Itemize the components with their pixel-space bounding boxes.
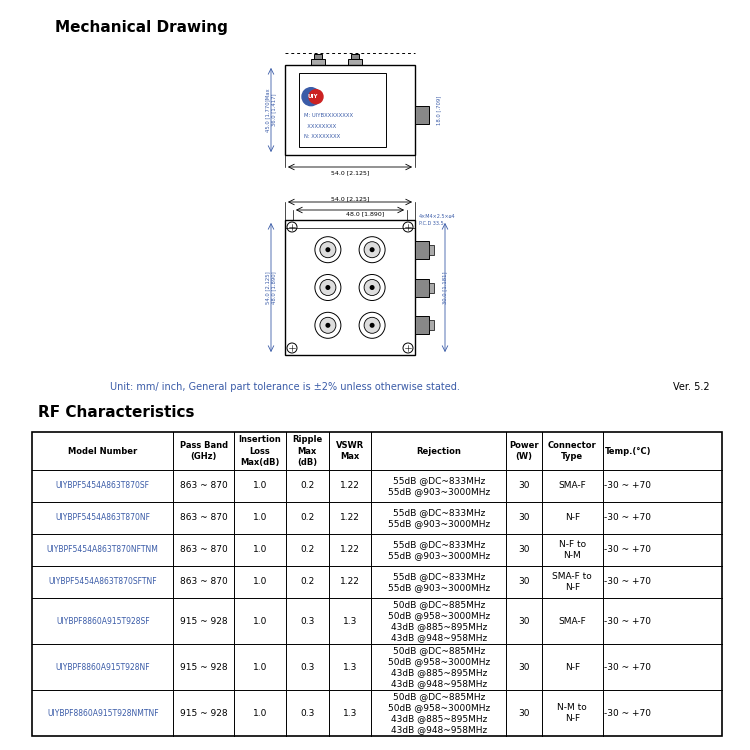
- Text: Model Number: Model Number: [68, 446, 137, 455]
- Bar: [32, 432, 722, 736]
- Circle shape: [320, 280, 336, 296]
- Text: -30 ~ +70: -30 ~ +70: [604, 578, 651, 586]
- Text: 1.0: 1.0: [253, 482, 267, 490]
- Circle shape: [315, 312, 341, 338]
- Circle shape: [302, 88, 320, 106]
- Text: UIYBPF8860A915T928NF: UIYBPF8860A915T928NF: [56, 662, 150, 671]
- Text: 0.3: 0.3: [300, 662, 314, 671]
- Text: 1.22: 1.22: [340, 514, 360, 523]
- Text: Power
(W): Power (W): [509, 441, 538, 461]
- Text: SMA-F: SMA-F: [559, 616, 586, 626]
- Circle shape: [315, 274, 341, 301]
- Bar: [314, 54, 322, 59]
- Text: 30: 30: [518, 482, 530, 490]
- Circle shape: [364, 242, 380, 258]
- Text: 1.0: 1.0: [253, 514, 267, 523]
- Text: 54.0 [2.125]: 54.0 [2.125]: [331, 196, 369, 201]
- Text: 50dB @DC~885MHz
50dB @958~3000MHz
43dB @885~895MHz
43dB @948~958MHz: 50dB @DC~885MHz 50dB @958~3000MHz 43dB @…: [388, 600, 490, 642]
- Bar: [429, 320, 434, 330]
- Text: 1.0: 1.0: [253, 578, 267, 586]
- Text: 4×M4×2.5×⌀4
P.C.D 33.5: 4×M4×2.5×⌀4 P.C.D 33.5: [419, 214, 455, 226]
- Bar: [415, 106, 429, 124]
- Text: 30: 30: [518, 514, 530, 523]
- Bar: [348, 59, 362, 65]
- Circle shape: [370, 248, 374, 252]
- Text: 18.0 [.709]: 18.0 [.709]: [436, 95, 442, 124]
- Text: 55dB @DC~833MHz
55dB @903~3000MHz: 55dB @DC~833MHz 55dB @903~3000MHz: [388, 508, 490, 528]
- Text: M: UIYBXXXXXXXX: M: UIYBXXXXXXXX: [304, 113, 353, 118]
- Text: 30: 30: [518, 709, 530, 718]
- Circle shape: [359, 274, 385, 301]
- Text: 915 ~ 928: 915 ~ 928: [180, 662, 227, 671]
- Text: 1.22: 1.22: [340, 545, 360, 554]
- Text: XXXXXXXX: XXXXXXXX: [304, 124, 336, 129]
- Text: 48.0 [1.890]: 48.0 [1.890]: [346, 211, 384, 216]
- Text: -30 ~ +70: -30 ~ +70: [604, 545, 651, 554]
- Text: 0.2: 0.2: [300, 578, 314, 586]
- Text: N-F to
N-M: N-F to N-M: [559, 540, 586, 560]
- Text: 0.3: 0.3: [300, 616, 314, 626]
- Bar: [415, 241, 429, 259]
- Circle shape: [364, 280, 380, 296]
- Text: 863 ~ 870: 863 ~ 870: [180, 578, 228, 586]
- Text: 54.0 [2.125]
48.0 [1.890]: 54.0 [2.125] 48.0 [1.890]: [266, 272, 277, 304]
- Text: SMA-F: SMA-F: [559, 482, 586, 490]
- Text: 55dB @DC~833MHz
55dB @903~3000MHz: 55dB @DC~833MHz 55dB @903~3000MHz: [388, 540, 490, 560]
- Text: UIYBPF5454A863T870NFTNM: UIYBPF5454A863T870NFTNM: [46, 545, 159, 554]
- Text: 1.22: 1.22: [340, 578, 360, 586]
- Bar: [285, 65, 415, 155]
- Text: 0.2: 0.2: [300, 482, 314, 490]
- Text: Insertion
Loss
Max(dB): Insertion Loss Max(dB): [238, 436, 281, 466]
- Circle shape: [326, 248, 331, 252]
- Text: 30.0 [1.181]: 30.0 [1.181]: [442, 272, 448, 304]
- Text: Connector
Type: Connector Type: [548, 441, 597, 461]
- Text: -30 ~ +70: -30 ~ +70: [604, 514, 651, 523]
- Text: Pass Band
(GHz): Pass Band (GHz): [180, 441, 228, 461]
- Text: Temp.(°C): Temp.(°C): [604, 446, 651, 455]
- Text: SMA-F to
N-F: SMA-F to N-F: [553, 572, 592, 592]
- Text: Ver. 5.2: Ver. 5.2: [674, 382, 710, 392]
- Circle shape: [370, 322, 374, 328]
- Text: 30: 30: [518, 616, 530, 626]
- Circle shape: [320, 242, 336, 258]
- Text: 1.0: 1.0: [253, 709, 267, 718]
- Text: UIYBPF5454A863T870NF: UIYBPF5454A863T870NF: [56, 514, 150, 523]
- Bar: [429, 283, 434, 292]
- Text: 863 ~ 870: 863 ~ 870: [180, 482, 228, 490]
- Text: -30 ~ +70: -30 ~ +70: [604, 709, 651, 718]
- Text: N: XXXXXXXX: N: XXXXXXXX: [304, 134, 340, 140]
- Circle shape: [359, 312, 385, 338]
- Text: 915 ~ 928: 915 ~ 928: [180, 616, 227, 626]
- Text: 54.0 [2.125]: 54.0 [2.125]: [331, 170, 369, 175]
- Text: 50dB @DC~885MHz
50dB @958~3000MHz
43dB @885~895MHz
43dB @948~958MHz: 50dB @DC~885MHz 50dB @958~3000MHz 43dB @…: [388, 646, 490, 688]
- Text: UIYBPF8860A915T928NMTNF: UIYBPF8860A915T928NMTNF: [47, 709, 158, 718]
- Text: 30: 30: [518, 578, 530, 586]
- Text: 55dB @DC~833MHz
55dB @903~3000MHz: 55dB @DC~833MHz 55dB @903~3000MHz: [388, 476, 490, 496]
- Circle shape: [364, 317, 380, 333]
- Text: -30 ~ +70: -30 ~ +70: [604, 482, 651, 490]
- Text: UIYBPF5454A863T870SF: UIYBPF5454A863T870SF: [56, 482, 150, 490]
- Circle shape: [359, 237, 385, 262]
- Bar: [429, 244, 434, 255]
- Text: 863 ~ 870: 863 ~ 870: [180, 514, 228, 523]
- Text: 1.3: 1.3: [343, 709, 357, 718]
- Text: 863 ~ 870: 863 ~ 870: [180, 545, 228, 554]
- Text: Ripple
Max
(dB): Ripple Max (dB): [292, 436, 322, 466]
- Text: 1.0: 1.0: [253, 662, 267, 671]
- Bar: [299, 73, 386, 147]
- Text: -30 ~ +70: -30 ~ +70: [604, 616, 651, 626]
- Text: 50dB @DC~885MHz
50dB @958~3000MHz
43dB @885~895MHz
43dB @948~958MHz: 50dB @DC~885MHz 50dB @958~3000MHz 43dB @…: [388, 692, 490, 734]
- Bar: [415, 316, 429, 334]
- Text: 1.3: 1.3: [343, 616, 357, 626]
- Circle shape: [326, 322, 331, 328]
- Text: Unit: mm/ inch, General part tolerance is ±2% unless otherwise stated.: Unit: mm/ inch, General part tolerance i…: [110, 382, 460, 392]
- Text: 0.2: 0.2: [300, 545, 314, 554]
- Text: UIY: UIY: [308, 94, 318, 99]
- Text: 0.3: 0.3: [300, 709, 314, 718]
- Text: 1.0: 1.0: [253, 545, 267, 554]
- Text: N-F: N-F: [565, 514, 580, 523]
- Bar: [351, 54, 359, 59]
- Text: 915 ~ 928: 915 ~ 928: [180, 709, 227, 718]
- Text: 1.0: 1.0: [253, 616, 267, 626]
- Bar: [285, 220, 415, 355]
